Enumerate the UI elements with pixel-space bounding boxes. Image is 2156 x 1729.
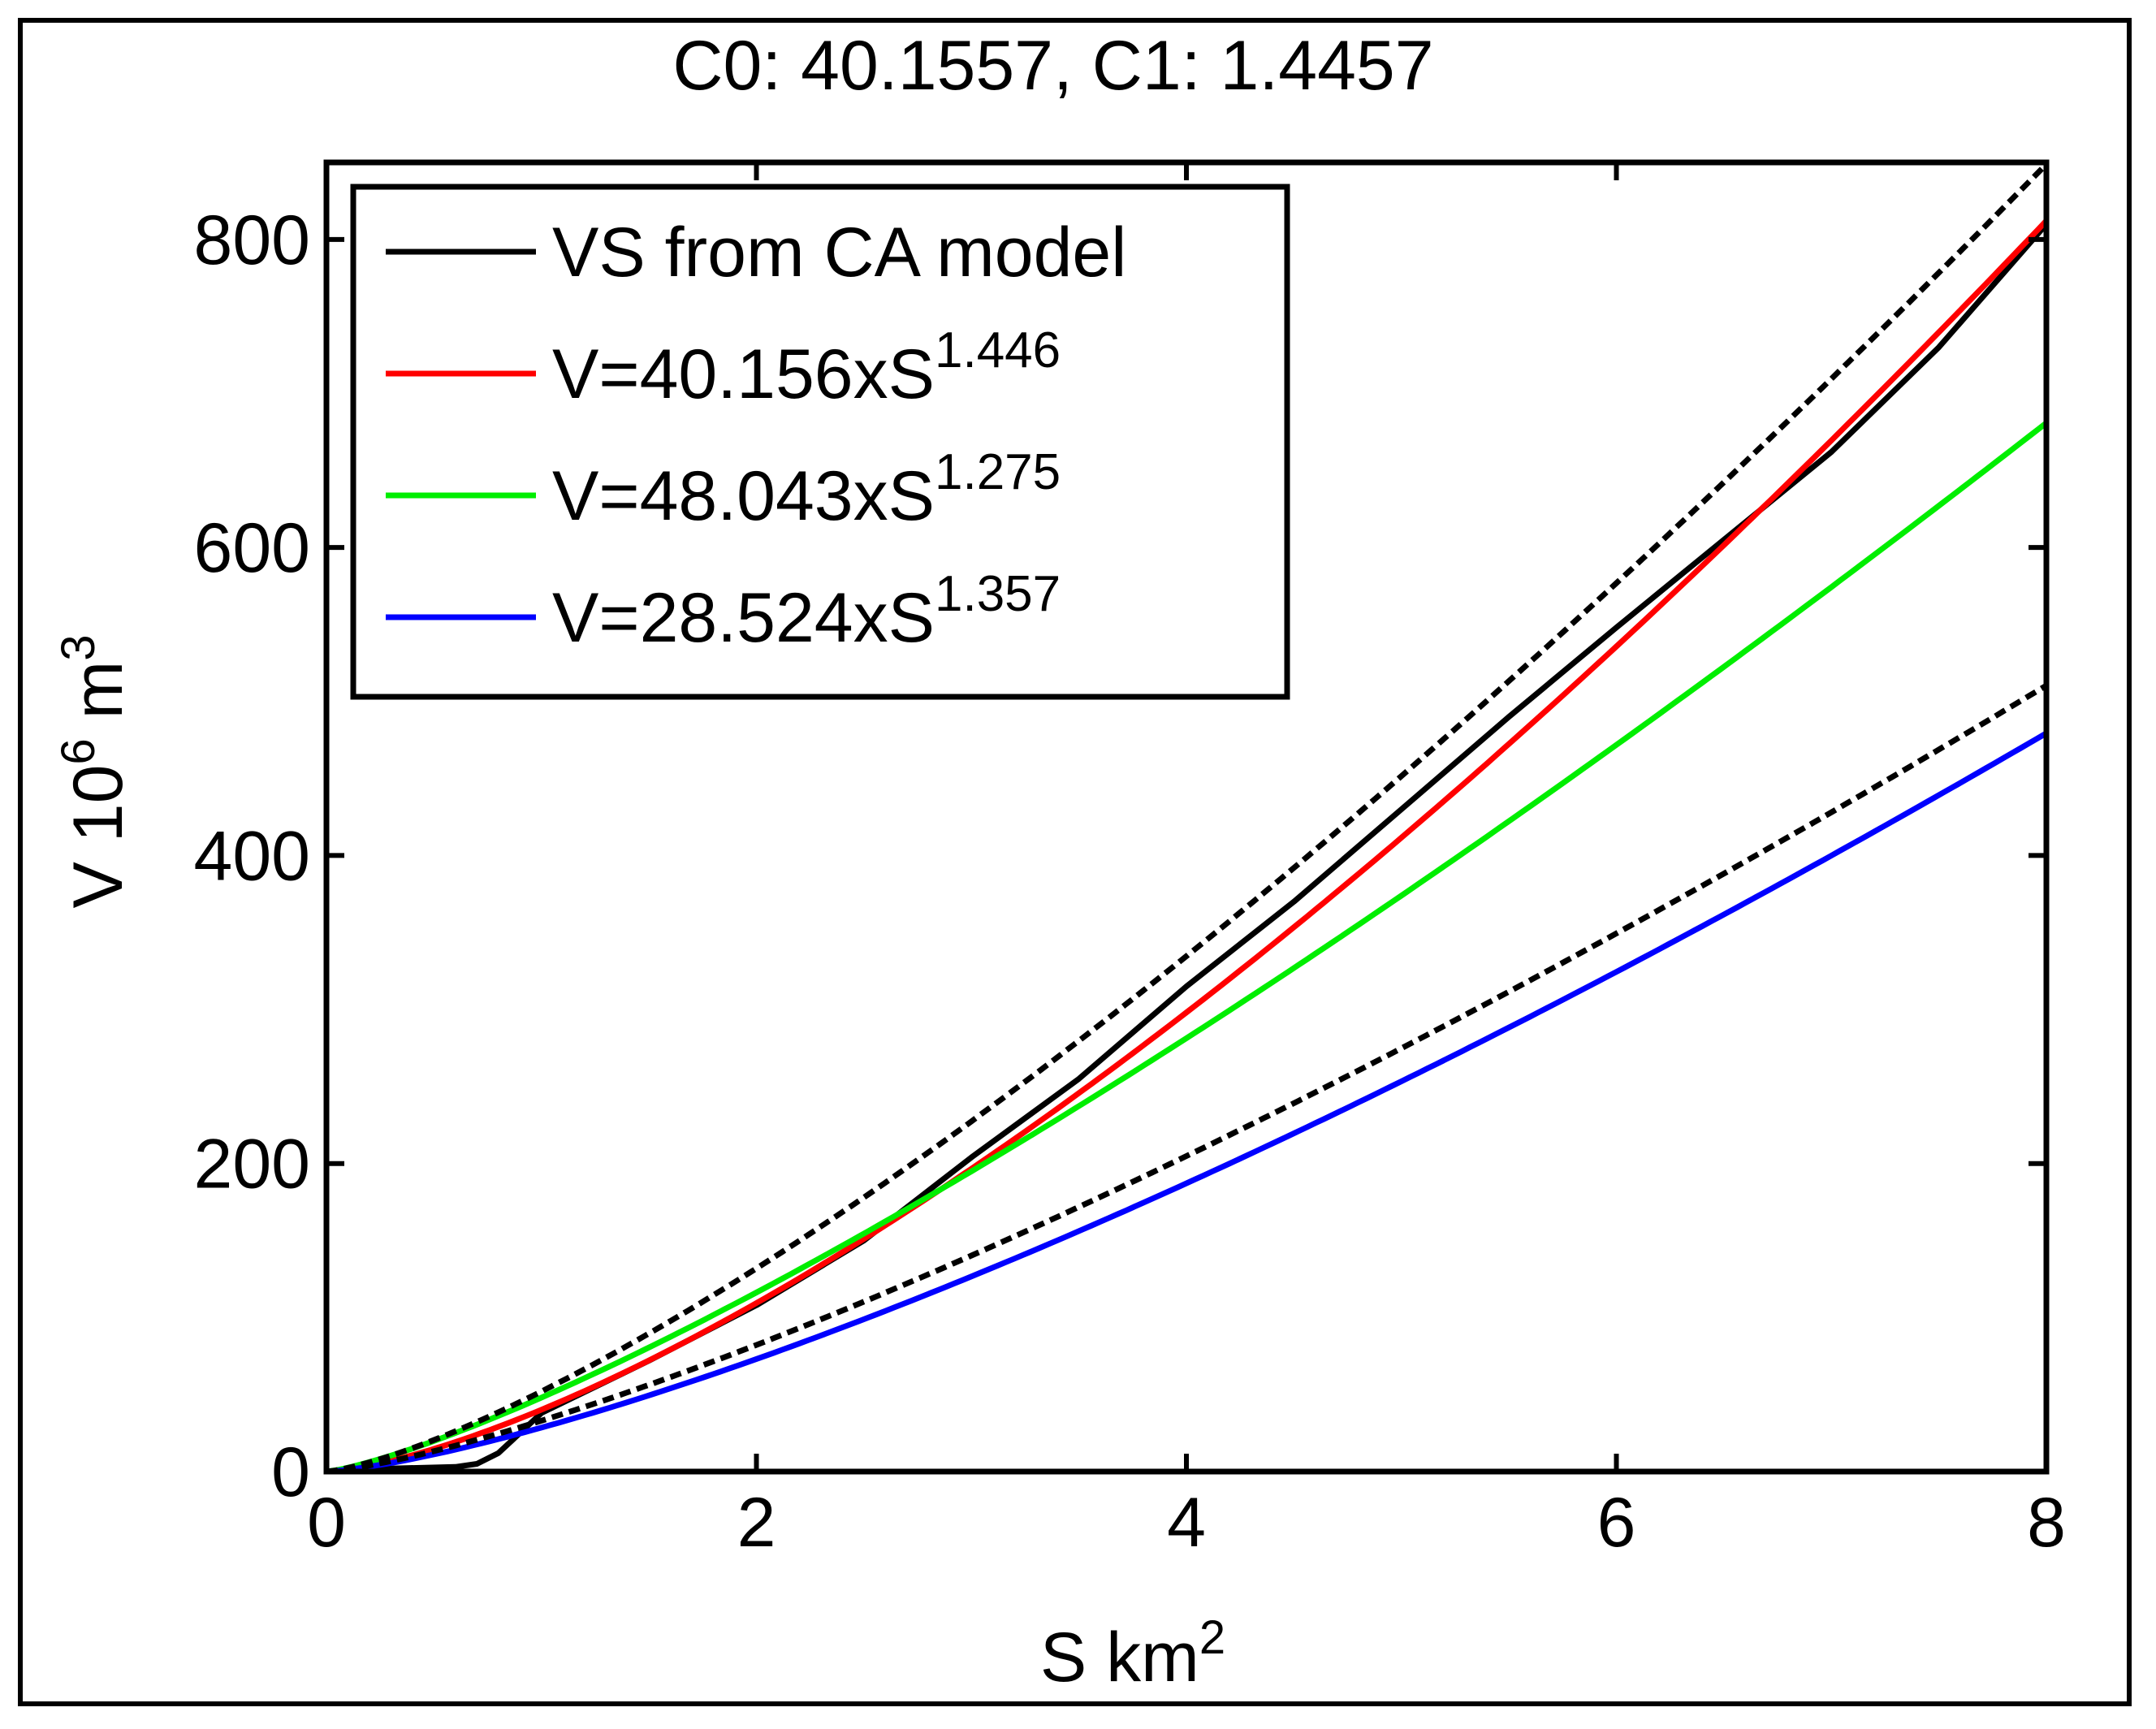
chart-title: C0: 40.1557, C1: 1.4457 (672, 27, 1433, 105)
legend-label: VS from CA model (552, 214, 1126, 292)
y-tick-label: 800 (194, 201, 311, 279)
series-line-1 (326, 218, 2046, 1472)
legend: VS from CA model V=40.156xS1.446 V=48.043x… (350, 184, 1290, 700)
series-line-3 (326, 730, 2046, 1472)
y-tick-label: 600 (194, 509, 311, 587)
x-tick-label: 4 (1167, 1484, 1206, 1562)
y-tick-label: 200 (194, 1126, 311, 1204)
series-line-5 (326, 683, 2046, 1472)
legend-box (350, 184, 1290, 700)
x-tick-label: 2 (737, 1484, 776, 1562)
x-tick-label: 6 (1597, 1484, 1636, 1562)
series-line-0 (326, 222, 2046, 1472)
plot-area: 0 2 4 6 8 0 200 400 600 800 (194, 159, 2066, 1562)
series-line-4 (326, 162, 2046, 1472)
legend-label: V=28.524xS1.357 (552, 566, 1061, 657)
x-axis-label: S km2 (1040, 1611, 1225, 1697)
y-tick-label: 400 (194, 817, 311, 895)
series-line-2 (326, 420, 2046, 1472)
series-group (326, 162, 2046, 1472)
legend-label: V=40.156xS1.446 (552, 322, 1061, 413)
x-tick-label: 0 (307, 1484, 346, 1562)
x-tick-label: 8 (2027, 1484, 2066, 1562)
y-tick-label: 0 (271, 1433, 310, 1511)
y-axis-label: V 106 m3 (52, 635, 137, 909)
legend-label: V=48.043xS1.275 (552, 444, 1061, 535)
